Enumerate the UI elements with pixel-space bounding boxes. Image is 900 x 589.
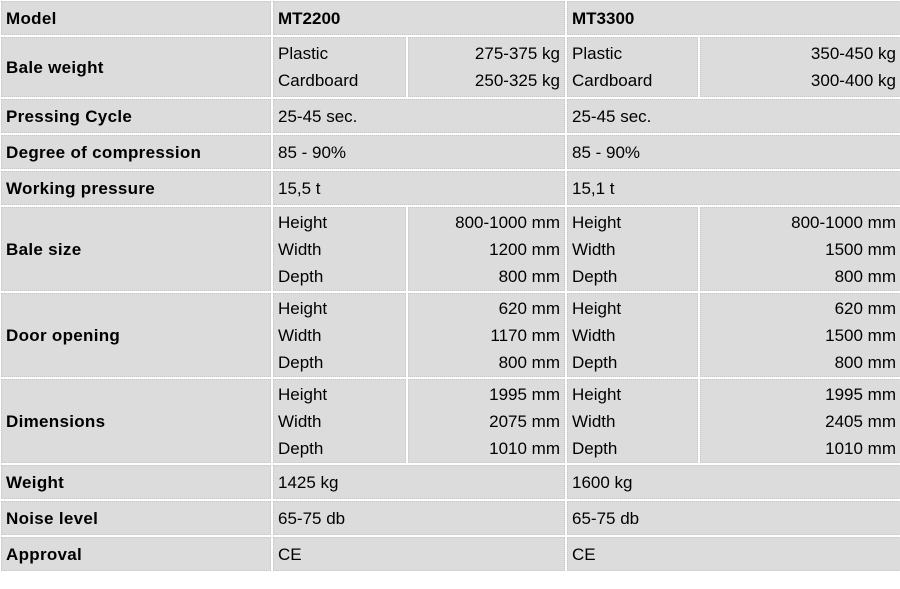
table-row-working-pressure: Working pressure 15,5 t 15,1 t xyxy=(1,171,900,205)
value: 800 mm xyxy=(498,266,560,286)
mt3300-keys: Plastic Cardboard xyxy=(567,37,698,97)
row-label: Pressing Cycle xyxy=(1,99,271,133)
key: Width xyxy=(572,411,616,431)
row-label: Noise level xyxy=(1,501,271,535)
mt3300-value: 1600 kg xyxy=(567,465,900,499)
mt2200-value: 65-75 db xyxy=(273,501,565,535)
key: Height xyxy=(572,212,622,232)
mt2200-value: 1425 kg xyxy=(273,465,565,499)
value: 800 mm xyxy=(834,266,896,286)
key: Height xyxy=(572,384,622,404)
table-row-weight: Weight 1425 kg 1600 kg xyxy=(1,465,900,499)
value: 800-1000 mm xyxy=(455,212,560,232)
value: 2075 mm xyxy=(489,411,560,431)
value: 1500 mm xyxy=(825,325,896,345)
model-mt2200-header: MT2200 xyxy=(273,1,565,35)
mt3300-value: CE xyxy=(567,537,900,571)
mt3300-values: 800-1000 mm 1500 mm 800 mm xyxy=(700,207,900,291)
mt3300-value: 15,1 t xyxy=(567,171,900,205)
value: 620 mm xyxy=(498,298,560,318)
mt3300-value: 25-45 sec. xyxy=(567,99,900,133)
value: 1995 mm xyxy=(825,384,896,404)
key: Width xyxy=(572,239,616,259)
table-row-door-opening: Door opening Height Width Depth 620 mm 1… xyxy=(1,293,900,377)
key: Depth xyxy=(278,352,324,372)
row-label: Bale size xyxy=(1,207,271,291)
mt3300-keys: Height Width Depth xyxy=(567,293,698,377)
key: Width xyxy=(278,411,322,431)
value: 1200 mm xyxy=(489,239,560,259)
key: Height xyxy=(278,212,328,232)
value: 275-375 kg xyxy=(474,44,560,63)
mt2200-keys: Height Width Depth xyxy=(273,293,406,377)
mt2200-values: 620 mm 1170 mm 800 mm xyxy=(408,293,565,377)
key: Depth xyxy=(572,266,618,286)
key: Depth xyxy=(278,266,324,286)
key: Depth xyxy=(572,438,618,458)
value: 620 mm xyxy=(834,298,896,318)
table-row-approval: Approval CE CE xyxy=(1,537,900,571)
table-row-degree-of-compression: Degree of compression 85 - 90% 85 - 90% xyxy=(1,135,900,169)
key: Plastic xyxy=(572,44,623,63)
key: Width xyxy=(278,239,322,259)
mt3300-values: 350-450 kg 300-400 kg xyxy=(700,37,900,97)
mt2200-value: 15,5 t xyxy=(273,171,565,205)
value: 800-1000 mm xyxy=(791,212,896,232)
row-label: Dimensions xyxy=(1,379,271,463)
value: 800 mm xyxy=(834,352,896,372)
value: 1500 mm xyxy=(825,239,896,259)
key: Depth xyxy=(572,352,618,372)
key: Width xyxy=(278,325,322,345)
table-header-row: Model MT2200 MT3300 xyxy=(1,1,900,35)
key: Depth xyxy=(278,438,324,458)
mt3300-values: 620 mm 1500 mm 800 mm xyxy=(700,293,900,377)
mt2200-values: 1995 mm 2075 mm 1010 mm xyxy=(408,379,565,463)
table-row-noise-level: Noise level 65-75 db 65-75 db xyxy=(1,501,900,535)
key: Height xyxy=(572,298,622,318)
value: 2405 mm xyxy=(825,411,896,431)
mt2200-keys: Height Width Depth xyxy=(273,379,406,463)
mt3300-value: 85 - 90% xyxy=(567,135,900,169)
key: Width xyxy=(572,325,616,345)
value: 1010 mm xyxy=(489,438,560,458)
mt2200-values: 275-375 kg 250-325 kg xyxy=(408,37,565,97)
key: Height xyxy=(278,384,328,404)
mt2200-values: 800-1000 mm 1200 mm 800 mm xyxy=(408,207,565,291)
model-mt3300-header: MT3300 xyxy=(567,1,900,35)
mt3300-value: 65-75 db xyxy=(567,501,900,535)
mt3300-keys: Height Width Depth xyxy=(567,207,698,291)
value: 300-400 kg xyxy=(810,71,896,90)
value: 800 mm xyxy=(498,352,560,372)
mt3300-values: 1995 mm 2405 mm 1010 mm xyxy=(700,379,900,463)
key: Height xyxy=(278,298,328,318)
value: 1010 mm xyxy=(825,438,896,458)
table-row-bale-weight: Bale weight Plastic Cardboard 275-375 kg… xyxy=(1,37,900,97)
mt2200-keys: Height Width Depth xyxy=(273,207,406,291)
value: 1170 mm xyxy=(490,325,560,345)
mt2200-keys: Plastic Cardboard xyxy=(273,37,406,97)
specification-table: Model MT2200 MT3300 Bale weight Plastic … xyxy=(1,1,900,571)
mt2200-value: CE xyxy=(273,537,565,571)
row-label: Door opening xyxy=(1,293,271,377)
mt2200-value: 25-45 sec. xyxy=(273,99,565,133)
row-label: Working pressure xyxy=(1,171,271,205)
value: 350-450 kg xyxy=(810,44,896,63)
row-label: Degree of compression xyxy=(1,135,271,169)
value: 250-325 kg xyxy=(474,71,560,90)
mt2200-value: 85 - 90% xyxy=(273,135,565,169)
row-label: Weight xyxy=(1,465,271,499)
key: Cardboard xyxy=(572,71,653,90)
key: Plastic xyxy=(278,44,329,63)
mt3300-keys: Height Width Depth xyxy=(567,379,698,463)
value: 1995 mm xyxy=(489,384,560,404)
table-row-bale-size: Bale size Height Width Depth 800-1000 mm… xyxy=(1,207,900,291)
row-label: Approval xyxy=(1,537,271,571)
table-row-pressing-cycle: Pressing Cycle 25-45 sec. 25-45 sec. xyxy=(1,99,900,133)
table-row-dimensions: Dimensions Height Width Depth 1995 mm 20… xyxy=(1,379,900,463)
key: Cardboard xyxy=(278,71,359,90)
header-label: Model xyxy=(1,1,271,35)
row-label: Bale weight xyxy=(1,37,271,97)
